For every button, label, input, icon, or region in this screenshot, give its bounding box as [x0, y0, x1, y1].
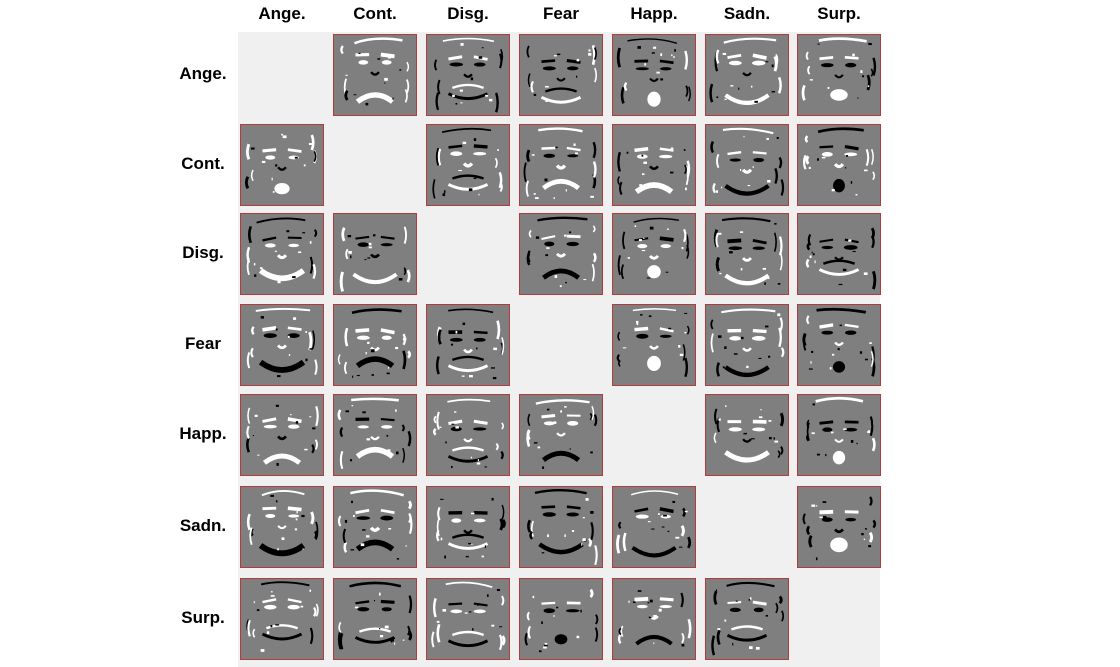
cell-0-6	[797, 34, 881, 116]
cell-3-1	[333, 304, 417, 386]
column-header-2: Disg.	[447, 4, 489, 23]
column-header-0: Ange.	[258, 4, 306, 23]
face-map-5-3	[527, 489, 598, 566]
cell-5-6	[797, 486, 881, 568]
cell-2-5	[705, 213, 789, 295]
face-map-6-1	[337, 581, 413, 650]
cell-6-4	[612, 578, 696, 660]
cell-4-5	[705, 394, 789, 476]
cell-5-0	[240, 486, 324, 568]
cell-4-0	[240, 394, 324, 476]
row-header-3: Fear	[185, 334, 221, 353]
face-map-5-2	[435, 497, 506, 559]
face-map-1-2	[432, 127, 503, 199]
cell-0-5	[705, 34, 789, 116]
face-map-0-3	[526, 44, 598, 104]
row-header-1: Cont.	[181, 154, 225, 173]
face-map-0-5	[709, 37, 782, 105]
face-map-3-4	[616, 308, 690, 378]
face-map-4-5	[713, 405, 785, 463]
cell-3-2	[426, 304, 510, 386]
face-map-4-3	[526, 399, 598, 469]
cell-3-0	[240, 304, 324, 386]
face-map-6-3	[524, 588, 599, 653]
face-map-1-4	[617, 147, 691, 196]
face-map-3-6	[802, 307, 876, 377]
cell-1-4	[612, 124, 696, 206]
cell-5-1	[333, 486, 417, 568]
cell-5-4	[612, 486, 696, 568]
face-map-5-4	[616, 490, 692, 558]
column-header-5: Sadn.	[723, 4, 771, 23]
row-header-2: Disg.	[182, 243, 224, 262]
face-map-6-2	[431, 581, 506, 651]
cell-1-6	[797, 124, 881, 206]
face-map-1-0	[244, 133, 317, 195]
cell-3-6	[797, 304, 881, 386]
face-map-3-5	[710, 308, 785, 378]
face-map-0-1	[340, 37, 410, 106]
row-header-0: Ange.	[179, 64, 227, 83]
face-map-1-3	[523, 127, 597, 200]
face-map-0-2	[433, 37, 504, 113]
cell-2-4	[612, 213, 696, 295]
cell-1-0	[240, 124, 324, 206]
row-header-6: Surp.	[181, 608, 225, 627]
face-map-2-5	[713, 217, 783, 286]
face-map-6-0	[246, 581, 319, 652]
cell-4-6	[797, 394, 881, 476]
cell-0-1	[333, 34, 417, 116]
face-map-2-4	[617, 217, 690, 280]
cell-5-2	[426, 486, 510, 568]
face-map-3-0	[246, 307, 318, 378]
cell-2-1	[333, 213, 417, 295]
face-map-2-3	[526, 216, 597, 288]
row-header-4: Happ.	[179, 424, 227, 443]
cell-6-5	[705, 578, 789, 660]
column-header-4: Happ.	[630, 4, 678, 23]
cell-2-6	[797, 213, 881, 295]
face-map-4-2	[432, 398, 505, 468]
cell-1-3	[519, 124, 603, 206]
cell-4-1	[333, 394, 417, 476]
cell-0-3	[519, 34, 603, 116]
face-map-5-1	[337, 489, 413, 560]
cell-5-3	[519, 486, 603, 568]
cell-4-2	[426, 394, 510, 476]
face-map-3-1	[337, 308, 411, 378]
cell-1-2	[426, 124, 510, 206]
face-map-2-1	[339, 226, 411, 292]
cell-0-2	[426, 34, 510, 116]
face-map-1-5	[710, 127, 785, 196]
cell-3-4	[612, 304, 696, 386]
face-map-5-6	[802, 496, 877, 561]
face-map-5-0	[246, 489, 319, 557]
cell-6-2	[426, 578, 510, 660]
row-header-5: Sadn.	[179, 516, 227, 535]
cell-2-3	[519, 213, 603, 295]
cell-1-5	[705, 124, 789, 206]
cell-4-3	[519, 394, 603, 476]
face-map-1-6	[802, 127, 876, 196]
cell-6-1	[333, 578, 417, 660]
face-map-0-6	[801, 37, 877, 101]
column-header-3: Fear	[543, 4, 579, 23]
column-header-6: Surp.	[817, 4, 861, 23]
face-map-2-0	[246, 217, 318, 284]
cell-6-0	[240, 578, 324, 660]
face-map-4-1	[337, 397, 412, 470]
face-map-3-2	[435, 308, 505, 380]
face-map-2-6	[805, 227, 877, 290]
cell-6-3	[519, 578, 603, 660]
cell-0-4	[612, 34, 696, 116]
cell-2-0	[240, 213, 324, 295]
column-header-1: Cont.	[353, 4, 397, 23]
face-map-0-4	[616, 38, 691, 107]
cell-3-5	[705, 304, 789, 386]
face-map-4-0	[246, 404, 319, 466]
face-map-4-6	[805, 396, 876, 465]
face-map-6-5	[711, 581, 785, 656]
face-map-6-4	[617, 590, 692, 647]
